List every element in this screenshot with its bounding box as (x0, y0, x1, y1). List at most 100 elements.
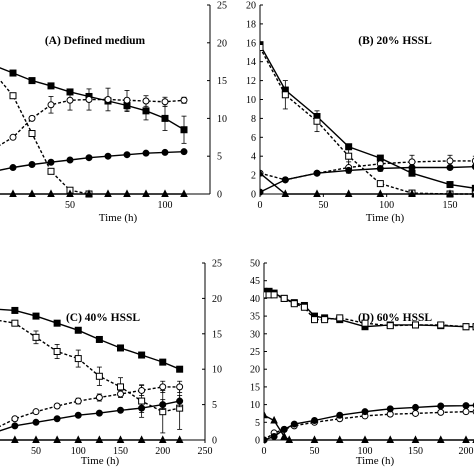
x-tick-label: 0 (262, 446, 267, 457)
series-1 (0, 319, 184, 434)
data-point (281, 91, 289, 99)
data-point (95, 394, 103, 402)
y-tick-label: 15 (212, 329, 222, 340)
data-point (408, 169, 416, 177)
series-4 (0, 189, 188, 197)
series-1 (260, 44, 474, 198)
series-line (260, 165, 474, 193)
data-point (47, 189, 55, 197)
y-tick-label: 20 (246, 1, 256, 12)
data-point (85, 154, 93, 162)
data-point (142, 149, 150, 157)
data-point (408, 158, 416, 166)
series-2 (0, 380, 184, 428)
data-point (446, 181, 454, 189)
y-tick-label: 30 (250, 329, 260, 340)
data-point (311, 417, 318, 425)
data-point (446, 164, 454, 172)
data-point (28, 161, 36, 169)
data-point (180, 189, 188, 197)
data-point (321, 316, 329, 324)
series-line (0, 400, 180, 432)
data-point (175, 435, 184, 443)
data-point (180, 96, 188, 104)
y-tick-label: 25 (250, 347, 260, 358)
plot-area (0, 67, 188, 198)
data-point (32, 333, 40, 341)
data-point (9, 92, 17, 100)
data-point (300, 303, 308, 311)
data-point (74, 411, 82, 419)
data-point (66, 156, 74, 164)
series-0 (0, 306, 184, 373)
y-tick-label: 50 (250, 259, 260, 270)
x-tick-label: 0 (258, 200, 263, 211)
data-point (176, 383, 184, 391)
x-tick-label: 200 (459, 446, 474, 457)
data-point (270, 432, 278, 440)
data-point (104, 152, 112, 160)
y-tick-label: 5 (212, 400, 217, 411)
data-point (361, 319, 369, 327)
data-point (158, 435, 167, 443)
data-point (260, 168, 264, 177)
y-tick-label: 10 (246, 95, 256, 106)
data-point (104, 96, 112, 103)
y-tick-label: 6 (251, 133, 256, 144)
y-tick-label: 18 (246, 19, 256, 30)
series-line (0, 79, 90, 195)
data-point (446, 157, 454, 165)
data-point (437, 402, 445, 410)
panel-title: (A) Defined medium (45, 35, 146, 47)
x-tick-label: 100 (158, 200, 173, 211)
data-point (386, 322, 394, 330)
series-line (0, 98, 185, 146)
x-axis-label: Time (h) (366, 212, 405, 224)
y-tick-label: 35 (250, 312, 260, 323)
plot-area (260, 41, 474, 198)
series-4 (260, 168, 474, 197)
data-point (311, 316, 318, 324)
y-tick-label: 12 (246, 76, 256, 87)
y-tick-label: 10 (217, 114, 227, 125)
data-point (412, 403, 419, 411)
data-point (386, 435, 395, 443)
data-point (95, 409, 103, 417)
data-point (159, 383, 167, 391)
data-point (161, 148, 169, 156)
data-point (462, 402, 470, 410)
y-tick-label: 40 (250, 294, 260, 305)
data-point (142, 189, 150, 197)
x-tick-label: 150 (408, 446, 423, 457)
data-point (9, 164, 17, 172)
data-point (117, 383, 124, 391)
data-point (446, 189, 454, 197)
data-point (437, 408, 445, 416)
series-line (0, 386, 180, 428)
y-tick-label: 0 (255, 436, 260, 447)
data-point (313, 169, 321, 177)
data-point (280, 431, 289, 440)
data-point (176, 365, 184, 373)
series-line (0, 151, 185, 171)
data-point (412, 321, 419, 329)
data-point (28, 77, 36, 85)
data-point (53, 402, 61, 410)
data-point (11, 306, 19, 314)
data-point (471, 184, 474, 192)
y-tick-label: 20 (212, 294, 222, 305)
data-point (313, 117, 321, 125)
data-point (9, 133, 17, 141)
data-point (95, 335, 103, 343)
panel-b: 0 2 4 6 8 10 12 14 16 18 20 0 50 100 150 (B) 20% HSSL Ti… (246, 1, 474, 224)
data-point (116, 435, 125, 443)
data-point (336, 314, 344, 322)
data-point (345, 152, 353, 160)
data-point (290, 300, 298, 308)
data-point (123, 96, 131, 104)
data-point (462, 323, 470, 331)
y-tick-label: 0 (217, 190, 222, 201)
y-tick-label: 0 (251, 190, 256, 201)
series-line (264, 414, 474, 441)
y-tick-label: 10 (250, 400, 260, 411)
